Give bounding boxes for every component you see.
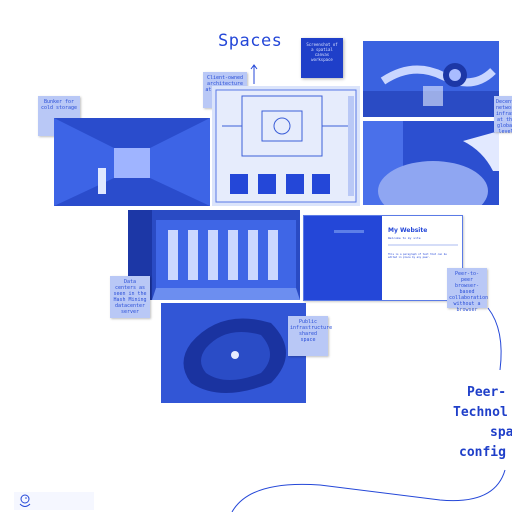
editor-sidebar [304,216,382,300]
heading-line-4: config [459,445,506,460]
editor-heading: My Website [388,227,428,234]
server-aisle-photo[interactable] [54,118,210,206]
arrow-up-icon [250,64,258,84]
editor-window[interactable]: My Website Welcome to my site This is a … [303,215,463,301]
heading-line-3: spa [490,425,512,440]
blueprint-image[interactable] [212,86,360,206]
screenshot-card[interactable]: Screenshot of a spatial canvas workspace [301,38,343,78]
heading-line-2: Technol [453,405,508,420]
note-right-edge[interactable]: Decentralized network infrastructure at … [494,96,512,135]
screenshot-card-text: Screenshot of a spatial canvas workspace [306,42,338,62]
robot-photo[interactable] [363,41,499,117]
note-peer-browser[interactable]: Peer-to-peer browser-based collaboration… [447,268,488,313]
editor-subheading: Welcome to my site [388,236,421,240]
duck-logo-icon[interactable] [17,493,33,509]
datacenter-photo[interactable] [128,210,300,300]
editor-body[interactable]: This is a paragraph of text that can be … [388,253,447,259]
rock-photo[interactable] [363,121,499,205]
heading-line-1: Peer- [467,385,507,400]
stadium-photo[interactable] [161,303,306,403]
canvas-title: Spaces [218,31,283,51]
logo-strip [14,492,94,510]
note-stadium[interactable]: Public infrastructure shared space [288,316,332,356]
note-datacenters[interactable]: Data centers as seen in the Hash Mining … [110,276,150,318]
